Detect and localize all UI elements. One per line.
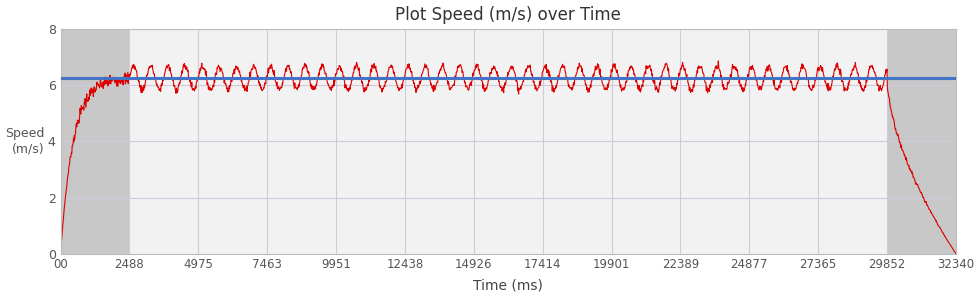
X-axis label: Time (ms): Time (ms): [473, 278, 543, 292]
Bar: [129, 29, 887, 254]
Y-axis label: Speed
(m/s): Speed (m/s): [6, 128, 45, 156]
Title: Plot Speed (m/s) over Time: Plot Speed (m/s) over Time: [395, 6, 621, 24]
